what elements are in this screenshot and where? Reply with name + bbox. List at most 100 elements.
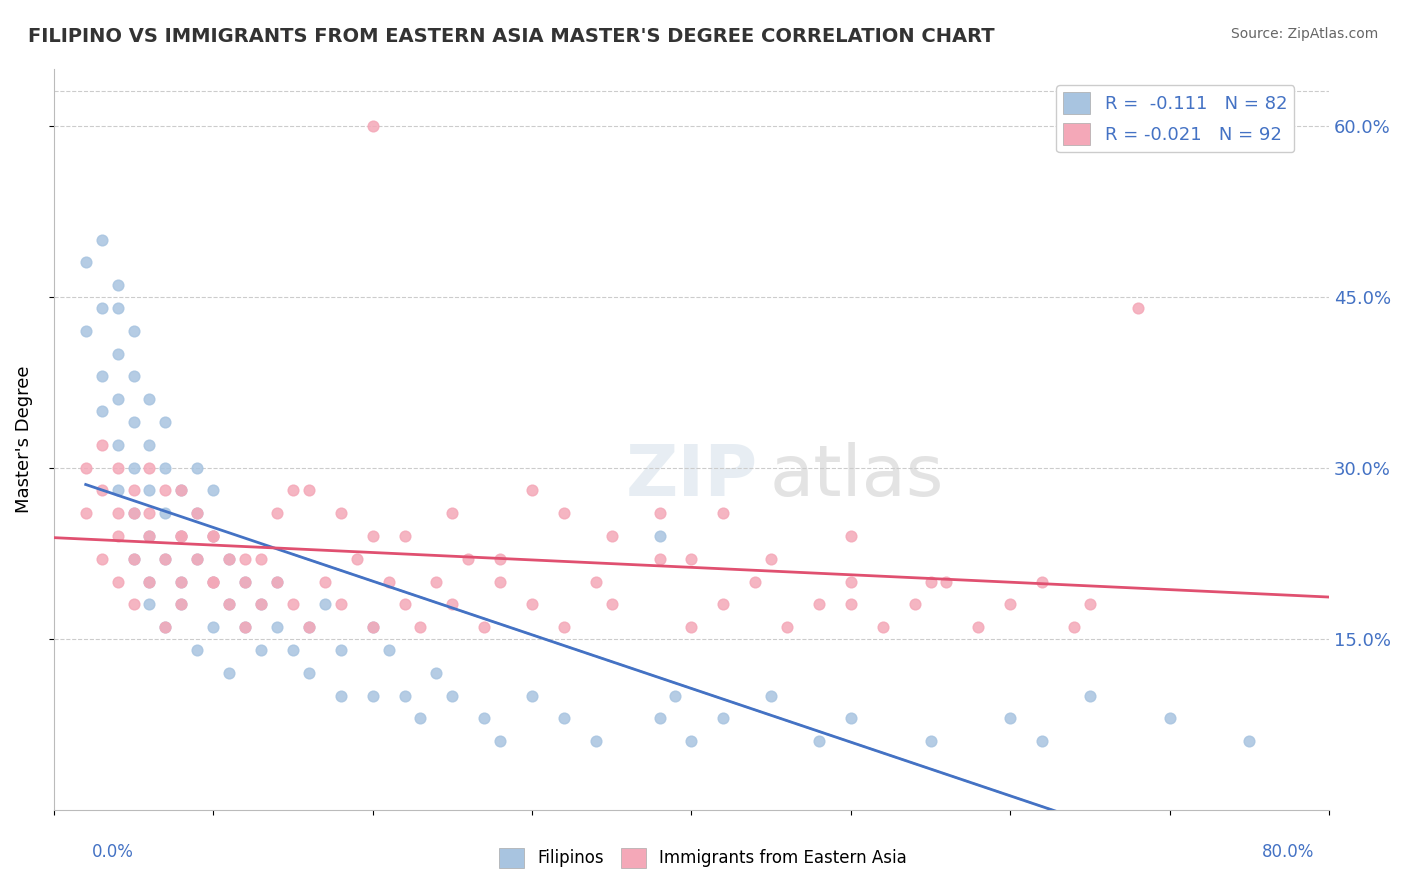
Point (218, 665, 240, 680)
Point (441, 689, 464, 703)
Point (1000, 711, 1022, 725)
Point (361, 620, 384, 634)
Point (107, 506, 129, 520)
Point (585, 574, 607, 589)
Point (138, 574, 160, 589)
Point (457, 552, 479, 566)
Point (202, 574, 225, 589)
Point (472, 620, 495, 634)
Point (202, 483, 225, 498)
Point (329, 643, 352, 657)
Point (935, 574, 957, 589)
Point (472, 711, 495, 725)
Point (361, 620, 384, 634)
Point (107, 529, 129, 543)
Point (250, 598, 273, 612)
Point (202, 529, 225, 543)
Point (233, 620, 256, 634)
Point (75, 255, 97, 269)
Point (759, 689, 782, 703)
Text: atlas: atlas (770, 442, 945, 510)
Point (122, 506, 145, 520)
Point (138, 483, 160, 498)
Point (425, 665, 447, 680)
Point (266, 574, 288, 589)
Point (744, 574, 766, 589)
Point (839, 574, 862, 589)
Point (107, 460, 129, 475)
Point (1159, 711, 1181, 725)
Point (250, 552, 273, 566)
Point (394, 529, 416, 543)
Point (329, 689, 352, 703)
Point (155, 415, 177, 429)
Point (233, 574, 256, 589)
Point (839, 529, 862, 543)
Point (648, 506, 671, 520)
Point (170, 574, 193, 589)
Point (520, 689, 543, 703)
Point (186, 643, 208, 657)
Point (138, 438, 160, 452)
Point (186, 552, 208, 566)
Text: 0.0%: 0.0% (91, 843, 134, 861)
Point (266, 506, 288, 520)
Point (138, 529, 160, 543)
Point (298, 620, 321, 634)
Point (75, 506, 97, 520)
Point (329, 506, 352, 520)
Point (281, 483, 304, 498)
Text: FILIPINO VS IMMIGRANTS FROM EASTERN ASIA MASTER'S DEGREE CORRELATION CHART: FILIPINO VS IMMIGRANTS FROM EASTERN ASIA… (28, 27, 995, 45)
Point (155, 620, 177, 634)
Point (409, 711, 432, 725)
Point (90, 483, 112, 498)
Point (186, 460, 208, 475)
Point (759, 552, 782, 566)
Point (107, 301, 129, 315)
Point (218, 598, 240, 612)
Point (202, 620, 225, 634)
Point (489, 574, 512, 589)
Point (122, 460, 145, 475)
Point (361, 689, 384, 703)
Point (711, 598, 734, 612)
Text: Source: ZipAtlas.com: Source: ZipAtlas.com (1230, 27, 1378, 41)
Point (298, 483, 321, 498)
Text: 80.0%: 80.0% (1263, 843, 1315, 861)
Point (1239, 734, 1261, 748)
Point (107, 392, 129, 407)
Point (807, 734, 830, 748)
Point (872, 620, 894, 634)
Point (489, 552, 512, 566)
Point (920, 574, 942, 589)
Point (155, 460, 177, 475)
Point (218, 598, 240, 612)
Point (281, 643, 304, 657)
Point (1063, 620, 1085, 634)
Point (266, 574, 288, 589)
Point (967, 620, 990, 634)
Point (553, 620, 575, 634)
Point (1126, 301, 1149, 315)
Point (138, 506, 160, 520)
Point (233, 552, 256, 566)
Point (138, 598, 160, 612)
Point (520, 483, 543, 498)
Point (394, 689, 416, 703)
Point (920, 734, 942, 748)
Point (122, 324, 145, 338)
Point (218, 552, 240, 566)
Point (186, 552, 208, 566)
Point (202, 529, 225, 543)
Point (202, 574, 225, 589)
Point (648, 529, 671, 543)
Point (170, 529, 193, 543)
Point (233, 574, 256, 589)
Point (122, 415, 145, 429)
Point (441, 506, 464, 520)
Point (250, 643, 273, 657)
Point (776, 620, 799, 634)
Point (520, 598, 543, 612)
Point (648, 552, 671, 566)
Point (155, 620, 177, 634)
